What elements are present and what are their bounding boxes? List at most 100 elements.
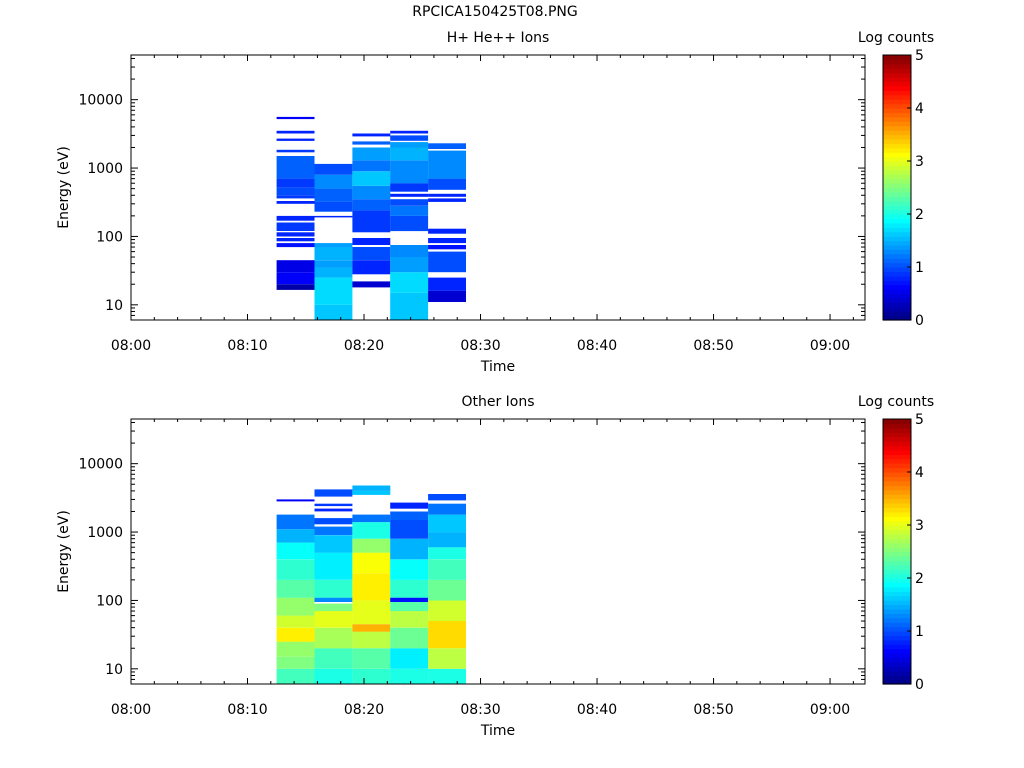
spectrogram-cell — [390, 559, 429, 580]
colorbar-band — [883, 236, 911, 242]
colorbar-band — [883, 315, 911, 321]
plot-frame — [130, 418, 866, 685]
colorbar-band — [883, 449, 911, 455]
colorbar-band — [883, 227, 911, 233]
colorbar-band — [883, 99, 911, 105]
colorbar-band — [883, 573, 911, 579]
spectrogram-cells — [276, 116, 466, 320]
spectrogram-cell — [314, 552, 353, 580]
colorbar-band — [883, 231, 911, 237]
spectrogram-cell — [352, 260, 391, 275]
spectrogram-cell — [276, 116, 315, 120]
colorbar-band — [883, 494, 911, 500]
colorbar-frame — [882, 54, 912, 321]
colorbar-band — [883, 644, 911, 650]
colorbar-band — [883, 441, 911, 447]
spectrogram-cell — [276, 597, 315, 616]
y-axis-label: Energy (eV) — [56, 146, 72, 229]
colorbar-band — [883, 613, 911, 619]
colorbar-tick-label: 3 — [915, 154, 924, 170]
spectrogram-cell — [352, 238, 391, 245]
panel-title: H+ He++ Ions — [447, 30, 550, 46]
spectrogram-cell — [428, 547, 466, 560]
colorbar-band — [883, 63, 911, 69]
colorbar-band — [883, 152, 911, 158]
colorbar-band — [883, 297, 911, 303]
spectrogram-cell — [390, 135, 429, 141]
colorbar-band — [883, 679, 911, 685]
colorbar-band — [883, 476, 911, 482]
colorbar-band — [883, 209, 911, 215]
x-tick-label: 08:10 — [227, 702, 267, 718]
colorbar-band — [883, 258, 911, 264]
colorbar-tick-label: 1 — [915, 260, 924, 276]
spectrogram-cell — [276, 138, 315, 141]
spectrogram-cell — [314, 518, 353, 525]
spectrogram-cell — [352, 133, 391, 137]
spectrogram-cell — [314, 163, 353, 175]
spectrogram-cell — [428, 178, 466, 190]
spectrogram-cell — [314, 668, 353, 684]
x-tick-label: 08:00 — [111, 338, 151, 354]
colorbar-tick-label: 5 — [915, 48, 924, 64]
x-tick-label: 08:20 — [344, 338, 384, 354]
colorbar-band — [883, 94, 911, 100]
colorbar-tick-label: 4 — [915, 101, 924, 117]
colorbar-band — [883, 196, 911, 202]
spectrogram-cell — [276, 272, 315, 285]
spectrogram-cell — [314, 611, 353, 628]
spectrogram-cell — [390, 245, 429, 257]
colorbar-tick-label: 4 — [915, 465, 924, 481]
spectrogram-cell — [276, 668, 315, 684]
spectrogram-cell — [314, 603, 353, 612]
spectrogram-cell — [352, 199, 391, 211]
spectrogram-cell — [390, 668, 429, 684]
spectrogram-cell — [352, 171, 391, 186]
spectrogram-cell — [352, 538, 391, 553]
spectrogram-cell — [390, 160, 429, 184]
colorbar-band — [883, 249, 911, 255]
spectrogram-cell — [314, 304, 353, 320]
colorbar-band — [883, 608, 911, 614]
x-tick-label: 08:10 — [227, 338, 267, 354]
spectrogram-cell — [390, 205, 429, 216]
spectrogram-cell — [390, 130, 429, 134]
spectrogram-cell — [314, 526, 353, 536]
colorbar: 0 1 2 3 4 5 Log counts — [858, 30, 934, 329]
spectrogram-cell — [428, 648, 466, 669]
colorbar-label: Log counts — [858, 30, 934, 46]
y-tick-label: 10 — [105, 662, 123, 678]
spectrogram-cell — [276, 187, 315, 196]
spectrogram-cell — [276, 232, 315, 237]
colorbar-band — [883, 525, 911, 531]
spectrogram-cell — [352, 522, 391, 539]
colorbar-band — [883, 670, 911, 676]
colorbar-band — [883, 489, 911, 495]
spectrogram-cell — [390, 142, 429, 148]
colorbar-band — [883, 178, 911, 184]
colorbar-band — [883, 604, 911, 610]
spectrogram-cell — [352, 631, 391, 649]
spectrogram-cell — [314, 277, 353, 305]
spectrogram-cell — [390, 602, 429, 612]
spectrogram-cell — [428, 143, 466, 149]
spectrogram-cell — [390, 502, 429, 509]
spectrogram-cell — [390, 215, 429, 232]
colorbar-band — [883, 222, 911, 228]
spectrogram-cell — [276, 130, 315, 134]
colorbar-band — [883, 191, 911, 197]
y-tick-label: 1000 — [87, 161, 123, 177]
spectrogram-cell — [314, 260, 353, 268]
spectrogram-cell — [276, 529, 315, 543]
x-tick-label: 08:50 — [693, 338, 733, 354]
colorbar-band — [883, 454, 911, 460]
spectrogram-cell — [314, 243, 353, 248]
colorbar: 0 1 2 3 4 5 Log counts — [858, 394, 934, 693]
colorbar-tick-label: 1 — [915, 624, 924, 640]
colorbar-band — [883, 81, 911, 87]
spectrogram-cell — [352, 247, 391, 261]
colorbar-tick-label: 3 — [915, 518, 924, 534]
y-axis-label: Energy (eV) — [56, 510, 72, 593]
colorbar-band — [883, 147, 911, 153]
spectrogram-cell — [352, 600, 391, 625]
